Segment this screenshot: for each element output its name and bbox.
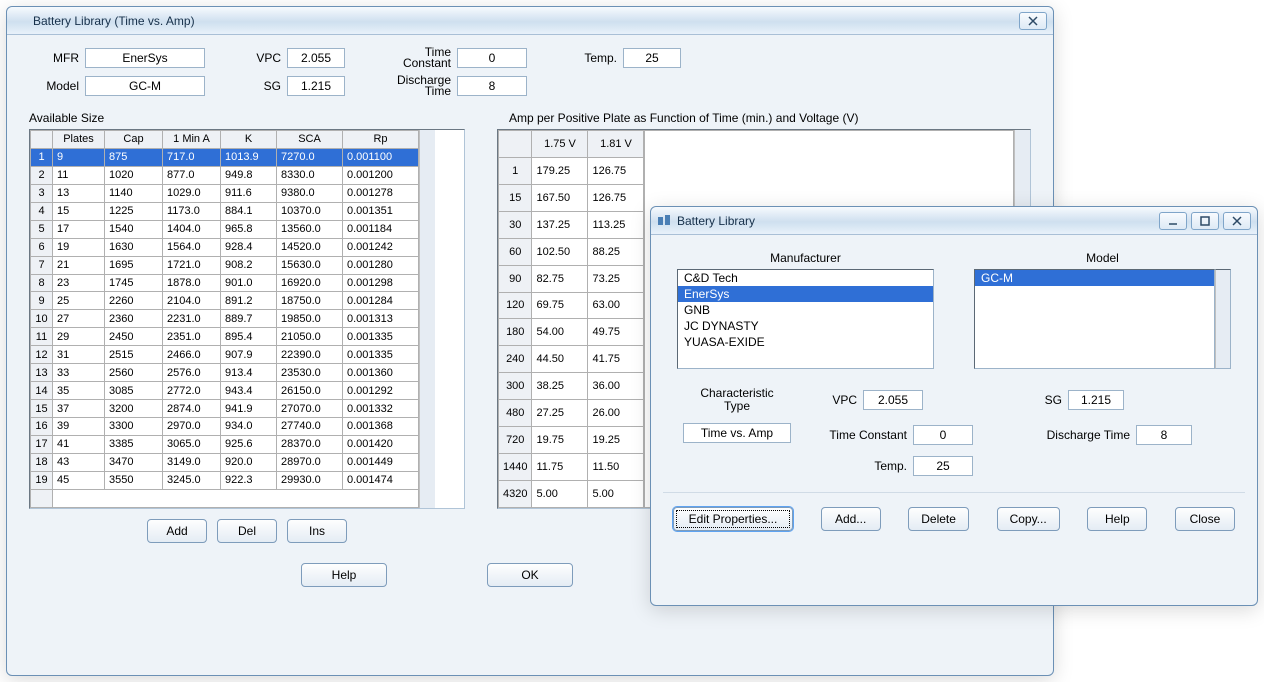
- list-item[interactable]: JC DYNASTY: [678, 318, 933, 334]
- model-label: Model: [29, 79, 79, 93]
- vpc-value: 2.055: [287, 48, 345, 68]
- battery-library-window: Battery Library Manufacturer C&D TechEne…: [650, 206, 1258, 606]
- tc-label-2: Constant: [403, 56, 451, 70]
- table-row[interactable]: 2111020877.0949.88330.00.001200: [31, 166, 419, 184]
- available-size-grid[interactable]: PlatesCap1 Min AKSCARp19875717.01013.972…: [30, 130, 419, 508]
- amp-grid[interactable]: 1.75 V1.81 V1179.25126.7515167.50126.753…: [498, 130, 644, 508]
- table-row[interactable]: 102723602231.0889.719850.00.001313: [31, 310, 419, 328]
- model-listbox[interactable]: GC-M: [974, 269, 1215, 369]
- temp-label: Temp.: [567, 51, 617, 65]
- amp-section-label: Amp per Positive Plate as Function of Ti…: [509, 111, 1053, 125]
- help-button[interactable]: Help: [301, 563, 387, 587]
- table-row[interactable]: 92522602104.0891.218750.00.001284: [31, 292, 419, 310]
- table-row[interactable]: 30137.25113.25: [499, 211, 644, 238]
- dt-label-2: Time: [425, 84, 451, 98]
- mfr-value: EnerSys: [85, 48, 205, 68]
- temp-value: 25: [913, 456, 973, 476]
- table-row[interactable]: 9082.7573.25: [499, 265, 644, 292]
- model-value: GC-M: [85, 76, 205, 96]
- table-row[interactable]: 12069.7563.00: [499, 292, 644, 319]
- list-item[interactable]: GC-M: [975, 270, 1214, 286]
- help-button[interactable]: Help: [1087, 507, 1147, 531]
- table-row[interactable]: 1179.25126.75: [499, 157, 644, 184]
- close-icon[interactable]: [1223, 212, 1251, 230]
- table-row[interactable]: 174133853065.0925.628370.00.001420: [31, 435, 419, 453]
- table-row[interactable]: 72116951721.0908.215630.00.001280: [31, 256, 419, 274]
- table-row[interactable]: 41512251173.0884.110370.00.001351: [31, 202, 419, 220]
- table-row[interactable]: 60102.5088.25: [499, 238, 644, 265]
- window-title: Battery Library (Time vs. Amp): [33, 14, 195, 28]
- table-row[interactable]: 31311401029.0911.69380.00.001278: [31, 184, 419, 202]
- table-row[interactable]: 43205.005.00: [499, 480, 644, 507]
- manufacturer-listbox[interactable]: C&D TechEnerSysGNBJC DYNASTYYUASA-EXIDE: [677, 269, 934, 369]
- list-item[interactable]: GNB: [678, 302, 933, 318]
- vpc-label: VPC: [245, 51, 281, 65]
- delete-button[interactable]: Delete: [908, 507, 969, 531]
- copy-button[interactable]: Copy...: [997, 507, 1060, 531]
- ok-button[interactable]: OK: [487, 563, 573, 587]
- scrollbar[interactable]: [419, 130, 435, 508]
- table-row[interactable]: 15167.50126.75: [499, 184, 644, 211]
- scrollbar[interactable]: [1215, 269, 1231, 369]
- tc-label: Time Constant: [817, 428, 907, 442]
- sg-label: SG: [1034, 393, 1062, 407]
- char-type-label-1: Characteristic: [700, 386, 773, 400]
- minimize-icon[interactable]: [1159, 212, 1187, 230]
- close-button[interactable]: Close: [1175, 507, 1235, 531]
- mfr-label: MFR: [29, 51, 79, 65]
- dt-label: Discharge Time: [1034, 428, 1130, 442]
- titlebar[interactable]: Battery Library (Time vs. Amp): [7, 7, 1053, 35]
- table-row[interactable]: 24044.5041.75: [499, 346, 644, 373]
- table-row[interactable]: 72019.7519.25: [499, 427, 644, 454]
- table-row[interactable]: 184334703149.0920.028970.00.001449: [31, 453, 419, 471]
- sg-value: 1.215: [1068, 390, 1124, 410]
- model-label: Model: [974, 251, 1231, 265]
- ins-button[interactable]: Ins: [287, 519, 347, 543]
- list-item[interactable]: C&D Tech: [678, 270, 933, 286]
- add-button[interactable]: Add...: [821, 507, 881, 531]
- del-button[interactable]: Del: [217, 519, 277, 543]
- tc-value: 0: [913, 425, 973, 445]
- app-icon: [13, 14, 27, 28]
- table-row[interactable]: 82317451878.0901.016920.00.001298: [31, 274, 419, 292]
- app-icon: [657, 214, 671, 228]
- char-type-value: Time vs. Amp: [683, 423, 791, 443]
- sg-value: 1.215: [287, 76, 345, 96]
- temp-label: Temp.: [817, 459, 907, 473]
- table-row[interactable]: 144011.7511.50: [499, 454, 644, 481]
- dt-value: 8: [1136, 425, 1192, 445]
- vpc-value: 2.055: [863, 390, 923, 410]
- edit-properties-button[interactable]: Edit Properties...: [673, 507, 793, 531]
- table-row[interactable]: 18054.0049.75: [499, 319, 644, 346]
- tc-value: 0: [457, 48, 527, 68]
- table-row[interactable]: 143530852772.0943.426150.00.001292: [31, 382, 419, 400]
- table-row[interactable]: 194535503245.0922.329930.00.001474: [31, 471, 419, 489]
- sg-label: SG: [245, 79, 281, 93]
- vpc-label: VPC: [817, 393, 857, 407]
- table-row[interactable]: 112924502351.0895.421050.00.001335: [31, 328, 419, 346]
- table-row[interactable]: [31, 489, 419, 507]
- titlebar[interactable]: Battery Library: [651, 207, 1257, 235]
- list-item[interactable]: EnerSys: [678, 286, 933, 302]
- char-type-label-2: Type: [724, 399, 750, 413]
- add-button[interactable]: Add: [147, 519, 207, 543]
- table-row[interactable]: 133325602576.0913.423530.00.001360: [31, 364, 419, 382]
- maximize-icon[interactable]: [1191, 212, 1219, 230]
- table-row[interactable]: 123125152466.0907.922390.00.001335: [31, 346, 419, 364]
- table-row[interactable]: 163933002970.0934.027740.00.001368: [31, 418, 419, 436]
- table-row[interactable]: 48027.2526.00: [499, 400, 644, 427]
- dt-value: 8: [457, 76, 527, 96]
- temp-value: 25: [623, 48, 681, 68]
- available-size-label: Available Size: [29, 111, 487, 125]
- manufacturer-label: Manufacturer: [677, 251, 934, 265]
- table-row[interactable]: 30038.2536.00: [499, 373, 644, 400]
- window-title: Battery Library: [677, 214, 755, 228]
- table-row[interactable]: 153732002874.0941.927070.00.001332: [31, 400, 419, 418]
- table-row[interactable]: 61916301564.0928.414520.00.001242: [31, 238, 419, 256]
- table-row[interactable]: 51715401404.0965.813560.00.001184: [31, 220, 419, 238]
- list-item[interactable]: YUASA-EXIDE: [678, 334, 933, 350]
- table-row[interactable]: 19875717.01013.97270.00.001100: [31, 148, 419, 166]
- close-icon[interactable]: [1019, 12, 1047, 30]
